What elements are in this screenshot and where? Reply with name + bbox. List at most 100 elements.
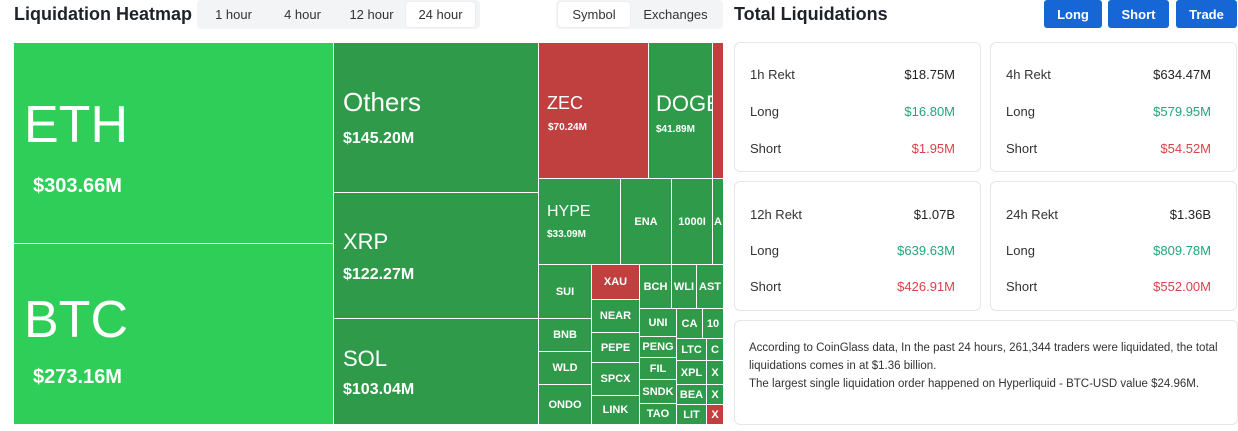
heatmap-cell-ast[interactable]: AST [697, 265, 724, 309]
rekt-card-24h: 24h Rekt $1.36B Long $809.78M Short $552.00… [990, 181, 1237, 311]
heatmap-cell-ca[interactable]: CA [677, 309, 703, 339]
heatmap-cell-xau[interactable]: XAU [592, 265, 640, 300]
short-button[interactable]: Short [1108, 0, 1169, 28]
cell-symbol: ETH [24, 96, 128, 154]
heatmap-cell-x1[interactable]: X [707, 361, 724, 385]
cell-value: $303.66M [33, 175, 122, 197]
rekt-short-row: Short $1.95M [750, 141, 955, 156]
tab-24-hour[interactable]: 24 hour [406, 2, 475, 27]
long-amount: $16.80M [904, 104, 955, 119]
heatmap-cell-spcx[interactable]: SPCX [592, 363, 640, 396]
time-range-tabs: 1 hour 4 hour 12 hour 24 hour [197, 0, 480, 29]
heatmap-cell-link[interactable]: LINK [592, 396, 640, 425]
cell-symbol: 10 [706, 317, 720, 330]
cell-symbol: HYPE [547, 203, 591, 220]
liquidation-heatmap: ETH $303.66M BTC $273.16M Others $145.20… [14, 43, 724, 425]
cell-value: $70.24M [548, 122, 587, 133]
heatmap-cell-lit[interactable]: LIT [677, 405, 707, 425]
heatmap-cell-near[interactable]: NEAR [592, 300, 640, 333]
heatmap-cell-red-strip[interactable] [713, 43, 724, 179]
cell-symbol: AST [699, 280, 721, 293]
long-button[interactable]: Long [1044, 0, 1102, 28]
rekt-total-row: 24h Rekt $1.36B [1006, 207, 1211, 222]
tab-4-hour[interactable]: 4 hour [284, 7, 321, 22]
short-label: Short [750, 141, 782, 156]
cell-symbol: PENG [642, 341, 674, 353]
cell-symbol: SUI [555, 285, 575, 298]
rekt-short-row: Short $426.91M [750, 279, 955, 294]
heatmap-cell-xrp[interactable]: XRP $122.27M [334, 193, 539, 319]
rekt-total-row: 1h Rekt $18.75M [750, 67, 955, 82]
tab-1-hour[interactable]: 1 hour [215, 7, 252, 22]
rekt-card-12h: 12h Rekt $1.07B Long $639.63M Short $426.91… [734, 181, 981, 311]
heatmap-cell-doge[interactable]: DOGE $41.89M [649, 43, 713, 179]
heatmap-cell-ondo[interactable]: ONDO [539, 385, 592, 425]
heatmap-cell-ena[interactable]: ENA [621, 179, 672, 265]
cell-value: $33.09M [547, 229, 586, 240]
heatmap-cell-others[interactable]: Others $145.20M [334, 43, 539, 193]
rekt-long-row: Long $579.95M [1006, 104, 1211, 119]
rekt-title: 24h Rekt [1006, 207, 1059, 222]
cell-symbol: BEA [679, 388, 704, 401]
heatmap-cell-peng[interactable]: PENG [640, 337, 677, 358]
heatmap-cell-ltc[interactable]: LTC [677, 339, 707, 361]
long-label: Long [750, 243, 779, 258]
heatmap-cell-wli[interactable]: WLI [672, 265, 697, 309]
rekt-card-4h: 4h Rekt $634.47M Long $579.95M Short $54.52… [990, 42, 1237, 172]
heatmap-cell-x3[interactable]: X [707, 405, 724, 425]
short-label: Short [1006, 279, 1038, 294]
long-label: Long [1006, 104, 1035, 119]
liquidation-summary: According to CoinGlass data, In the past… [734, 320, 1238, 425]
cell-symbol: SOL [343, 346, 388, 371]
heatmap-cell-wld[interactable]: WLD [539, 352, 592, 385]
heatmap-cell-uni[interactable]: UNI [640, 309, 677, 337]
cell-value: $41.89M [656, 124, 695, 135]
heatmap-cell-bch[interactable]: BCH [640, 265, 672, 309]
summary-line-2: The largest single liquidation order hap… [749, 378, 1200, 390]
rekt-title: 4h Rekt [1006, 67, 1051, 82]
short-amount: $1.95M [911, 141, 955, 156]
cell-symbol: XAU [603, 276, 628, 288]
tab-symbol[interactable]: Symbol [558, 2, 630, 27]
heatmap-cell-hype[interactable]: HYPE $33.09M [539, 179, 621, 265]
rekt-total: $18.75M [904, 67, 955, 82]
rekt-short-row: Short $54.52M [1006, 141, 1211, 156]
rekt-title: 12h Rekt [750, 207, 803, 222]
heatmap-cell-10[interactable]: 10 [703, 309, 724, 339]
group-mode-tabs: Symbol Exchanges [556, 0, 723, 29]
heatmap-cell-eth[interactable]: ETH $303.66M [14, 43, 334, 244]
heatmap-cell-bea[interactable]: BEA [677, 385, 707, 405]
long-label: Long [1006, 243, 1035, 258]
heatmap-cell-x2[interactable]: X [707, 385, 724, 405]
heatmap-cell-a[interactable]: A [713, 179, 724, 265]
rekt-long-row: Long $16.80M [750, 104, 955, 119]
heatmap-cell-xpl[interactable]: XPL [677, 361, 707, 385]
rekt-total: $1.36B [1169, 207, 1211, 222]
heatmap-cell-tao[interactable]: TAO [640, 404, 677, 425]
rekt-total: $1.07B [913, 207, 955, 222]
cell-symbol: ZEC [547, 93, 583, 113]
heatmap-cell-sol[interactable]: SOL $103.04M [334, 319, 539, 425]
summary-line-1: According to CoinGlass data, In the past… [749, 342, 1218, 372]
cell-symbol: X [711, 388, 719, 401]
heatmap-cell-zec[interactable]: ZEC $70.24M [539, 43, 649, 179]
tab-exchanges[interactable]: Exchanges [643, 7, 708, 22]
heatmap-cell-c[interactable]: C [707, 339, 724, 361]
heatmap-cell-btc[interactable]: BTC $273.16M [14, 244, 334, 425]
cell-symbol: ONDO [548, 398, 582, 411]
cell-symbol: LIT [683, 408, 700, 421]
heatmap-cell-sui[interactable]: SUI [539, 265, 592, 319]
heatmap-cell-bnb[interactable]: BNB [539, 319, 592, 352]
heatmap-cell-pepe[interactable]: PEPE [592, 333, 640, 363]
rekt-total: $634.47M [1153, 67, 1211, 82]
heatmap-cell-fil[interactable]: FIL [640, 358, 677, 380]
cell-value: $103.04M [343, 381, 415, 398]
cell-symbol: NEAR [599, 310, 632, 322]
cell-symbol: Others [343, 87, 422, 117]
trade-button[interactable]: Trade [1176, 0, 1237, 28]
heatmap-cell-1000[interactable]: 1000I [672, 179, 713, 265]
cell-value: $122.27M [343, 266, 415, 283]
cell-value: $145.20M [343, 130, 415, 147]
heatmap-cell-sndk[interactable]: SNDK [640, 380, 677, 404]
tab-12-hour[interactable]: 12 hour [349, 7, 394, 22]
